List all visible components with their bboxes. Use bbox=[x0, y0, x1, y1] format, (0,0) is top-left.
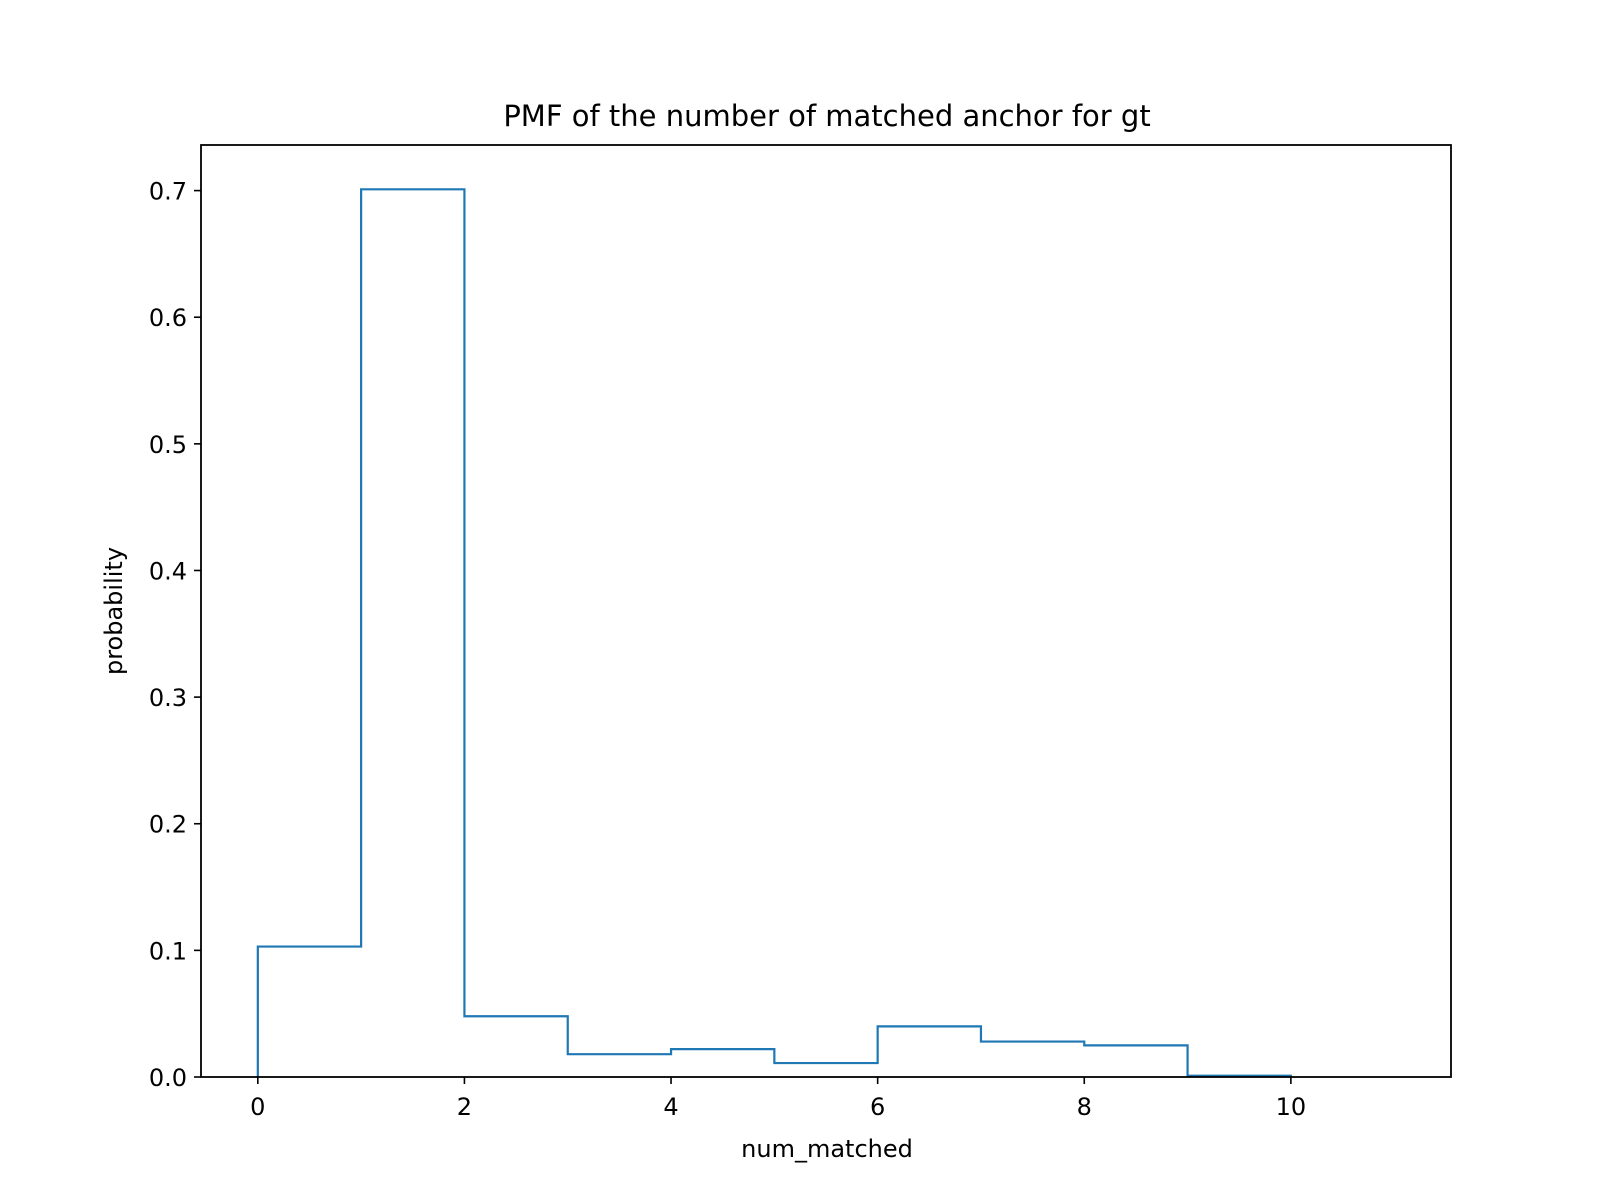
y-axis-label: probability bbox=[100, 547, 128, 675]
x-tick-label: 2 bbox=[457, 1093, 472, 1121]
x-tick-label: 6 bbox=[870, 1093, 885, 1121]
y-tick-label: 0.6 bbox=[149, 304, 187, 332]
x-axis-label: num_matched bbox=[741, 1135, 913, 1163]
y-tick-label: 0.7 bbox=[149, 178, 187, 206]
x-tick-label: 10 bbox=[1276, 1093, 1307, 1121]
y-tick-label: 0.3 bbox=[149, 684, 187, 712]
x-tick-label: 0 bbox=[250, 1093, 265, 1121]
y-tick-label: 0.0 bbox=[149, 1064, 187, 1092]
y-tick-label: 0.1 bbox=[149, 937, 187, 965]
x-tick-label: 4 bbox=[663, 1093, 678, 1121]
histogram-step-line bbox=[256, 188, 1292, 1077]
x-tick-label: 8 bbox=[1077, 1093, 1092, 1121]
y-tick-label: 0.4 bbox=[149, 557, 187, 585]
x-axis-ticks: 0 2 4 6 8 10 bbox=[250, 1077, 1306, 1121]
plot-frame bbox=[200, 144, 1452, 1078]
y-tick-label: 0.5 bbox=[149, 431, 187, 459]
chart-title: PMF of the number of matched anchor for … bbox=[503, 99, 1150, 133]
y-axis-ticks: 0.0 0.1 0.2 0.3 0.4 0.5 0.6 0.7 bbox=[149, 178, 201, 1092]
y-tick-label: 0.2 bbox=[149, 811, 187, 839]
